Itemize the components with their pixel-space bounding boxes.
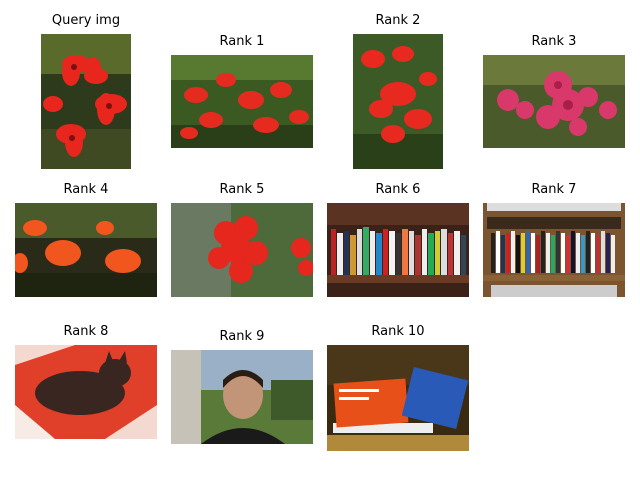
rank-5-title: Rank 5 — [219, 182, 265, 197]
rank-2-title: Rank 2 — [375, 13, 421, 28]
rank-1-image — [171, 55, 313, 148]
rank-4-title: Rank 4 — [63, 182, 109, 197]
rank-8-title: Rank 8 — [63, 324, 109, 339]
rank-10-title: Rank 10 — [371, 324, 425, 339]
rank-6-title: Rank 6 — [375, 182, 421, 197]
rank-5-image — [171, 203, 313, 297]
query-title: Query img — [51, 13, 121, 28]
rank-3-title: Rank 3 — [531, 34, 577, 49]
rank-1-title: Rank 1 — [219, 34, 265, 49]
rank-3-image — [483, 55, 625, 148]
rank-9-image — [171, 350, 313, 444]
rank-4-image — [15, 203, 157, 297]
rank-7-image — [483, 203, 625, 297]
rank-2-image — [353, 34, 443, 169]
rank-9-title: Rank 9 — [219, 329, 265, 344]
rank-10-image — [327, 345, 469, 451]
rank-6-image — [327, 203, 469, 297]
rank-8-image — [15, 345, 157, 439]
rank-7-title: Rank 7 — [531, 182, 577, 197]
query-image — [41, 34, 131, 169]
